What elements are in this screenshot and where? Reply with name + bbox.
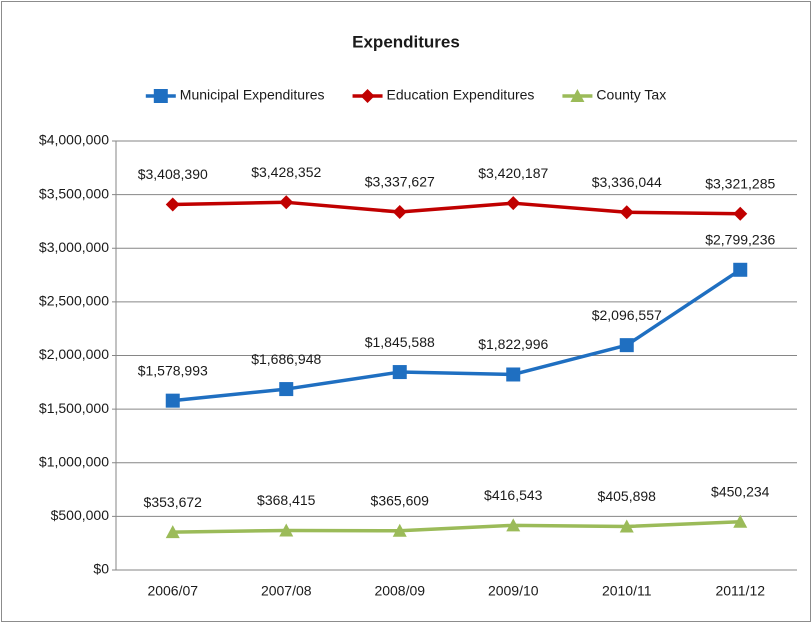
chart-title: Expenditures [352, 32, 460, 51]
series-line [172, 200, 741, 216]
data-point [619, 205, 634, 220]
data-point [733, 206, 748, 221]
data-label: $365,609 [371, 492, 430, 508]
data-label: $3,420,187 [478, 165, 548, 181]
series-line [172, 519, 741, 534]
legend-marker [570, 89, 585, 102]
y-tick-label: $2,500,000 [39, 293, 109, 309]
data-point [733, 514, 748, 528]
y-tick-label: $2,000,000 [39, 346, 109, 362]
legend-label: Municipal Expenditures [180, 87, 325, 103]
data-label: $368,415 [257, 492, 316, 508]
data-label: $1,822,996 [478, 336, 548, 352]
legend-label: Education Expenditures [387, 87, 535, 103]
data-point [165, 525, 180, 539]
data-point [392, 205, 407, 220]
x-tick-label: 2008/09 [374, 583, 425, 599]
x-tick-label: 2011/12 [715, 583, 765, 599]
legend-item: Education Expenditures [352, 87, 535, 103]
data-label: $450,234 [711, 483, 770, 499]
data-label: $3,408,390 [138, 166, 208, 182]
x-tick-label: 2009/10 [488, 583, 539, 599]
x-tick-label: 2010/11 [602, 583, 652, 599]
data-point [506, 518, 521, 532]
data-label: $1,686,948 [251, 351, 321, 367]
y-tick-label: $1,000,000 [39, 453, 109, 469]
data-label: $416,543 [484, 487, 543, 503]
data-point [165, 197, 180, 212]
y-tick-label: $0 [93, 561, 109, 577]
data-point [733, 262, 748, 277]
data-point [279, 195, 294, 210]
y-tick-label: $500,000 [51, 507, 110, 523]
legend-marker [153, 89, 168, 103]
data-point [279, 523, 294, 537]
x-tick-label: 2007/08 [261, 583, 312, 599]
data-label: $1,578,993 [138, 362, 208, 378]
data-point [279, 382, 294, 397]
data-point [619, 519, 634, 533]
data-point [392, 365, 407, 380]
legend-label: County Tax [596, 87, 666, 103]
x-tick-label: 2006/07 [147, 583, 198, 599]
data-label: $2,096,557 [592, 307, 662, 323]
legend-marker [360, 89, 375, 103]
y-tick-label: $1,500,000 [39, 400, 109, 416]
data-label: $3,428,352 [251, 164, 321, 180]
data-label: $1,845,588 [365, 334, 435, 350]
data-label: $2,799,236 [705, 231, 775, 247]
data-point [165, 393, 180, 408]
data-point [506, 196, 521, 211]
data-label: $3,321,285 [705, 175, 775, 191]
data-point [506, 367, 521, 382]
y-tick-label: $4,000,000 [39, 132, 109, 148]
y-tick-label: $3,000,000 [39, 239, 109, 255]
data-label: $353,672 [144, 494, 203, 510]
data-point [619, 338, 634, 353]
series-line [172, 268, 742, 403]
data-label: $405,898 [598, 488, 657, 504]
data-label: $3,336,044 [592, 174, 662, 190]
data-point [392, 523, 407, 537]
legend-item: Municipal Expenditures [145, 87, 325, 103]
legend-item: County Tax [562, 87, 666, 103]
y-tick-label: $3,500,000 [39, 185, 109, 201]
data-label: $3,337,627 [365, 174, 435, 190]
legend: Municipal Expenditures Education Expendit… [145, 87, 666, 103]
